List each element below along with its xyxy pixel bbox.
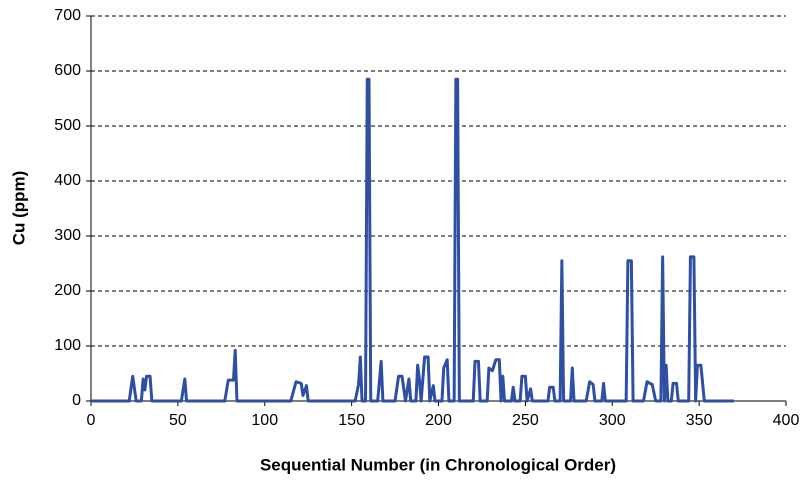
data-line	[91, 77, 734, 403]
y-tick-label: 700	[54, 7, 81, 24]
x-tick-label: 350	[686, 412, 713, 429]
y-tick-label: 100	[54, 337, 81, 354]
x-tick-label: 0	[87, 412, 96, 429]
x-tick-label: 250	[512, 412, 539, 429]
y-tick-label: 0	[72, 392, 81, 409]
y-tick-label: 400	[54, 172, 81, 189]
y-tick-label: 500	[54, 117, 81, 134]
y-axis-title: Cu (ppm)	[9, 171, 28, 246]
y-tick-label: 200	[54, 282, 81, 299]
x-tick-label: 400	[773, 412, 800, 429]
x-tick-label: 150	[338, 412, 365, 429]
y-tick-label: 300	[54, 227, 81, 244]
x-tick-label: 200	[425, 412, 452, 429]
x-axis-title: Sequential Number (in Chronological Orde…	[260, 455, 616, 474]
x-tick-label: 100	[251, 412, 278, 429]
x-tick-label: 300	[599, 412, 626, 429]
y-tick-label: 600	[54, 62, 81, 79]
x-tick-label: 50	[169, 412, 187, 429]
